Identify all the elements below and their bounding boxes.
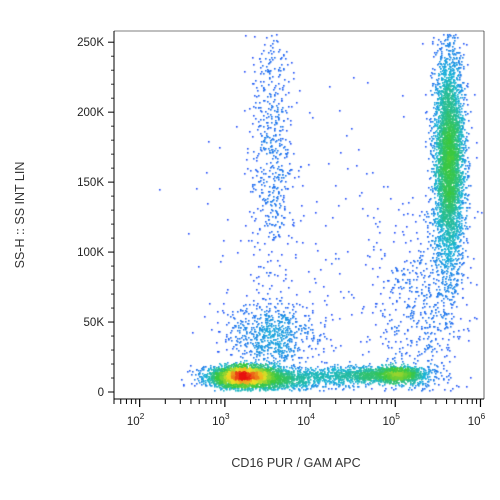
x-tick-label: 102	[127, 411, 145, 428]
x-tick-label: 104	[297, 411, 315, 428]
y-tick-label: 0	[98, 387, 104, 399]
scatter-points-density	[114, 31, 484, 399]
y-tick-label: 50K	[84, 317, 105, 329]
x-tick-label: 103	[212, 411, 230, 428]
y-tick-label: 150K	[77, 177, 104, 189]
y-tick-label: 200K	[77, 107, 104, 119]
y-axis-label: SS-H :: SS INT LIN	[13, 162, 27, 269]
x-axis: 102 103 104 105 106	[113, 399, 486, 428]
y-axis: 0 50K 100K 150K 200K 250K	[77, 37, 114, 399]
y-tick-label: 250K	[77, 37, 104, 49]
y-tick-label: 100K	[77, 247, 104, 259]
x-axis-label: CD16 PUR / GAM APC	[231, 456, 360, 470]
x-tick-label: 105	[383, 411, 401, 428]
plot-frame	[113, 30, 485, 400]
x-tick-label: 106	[468, 411, 486, 428]
